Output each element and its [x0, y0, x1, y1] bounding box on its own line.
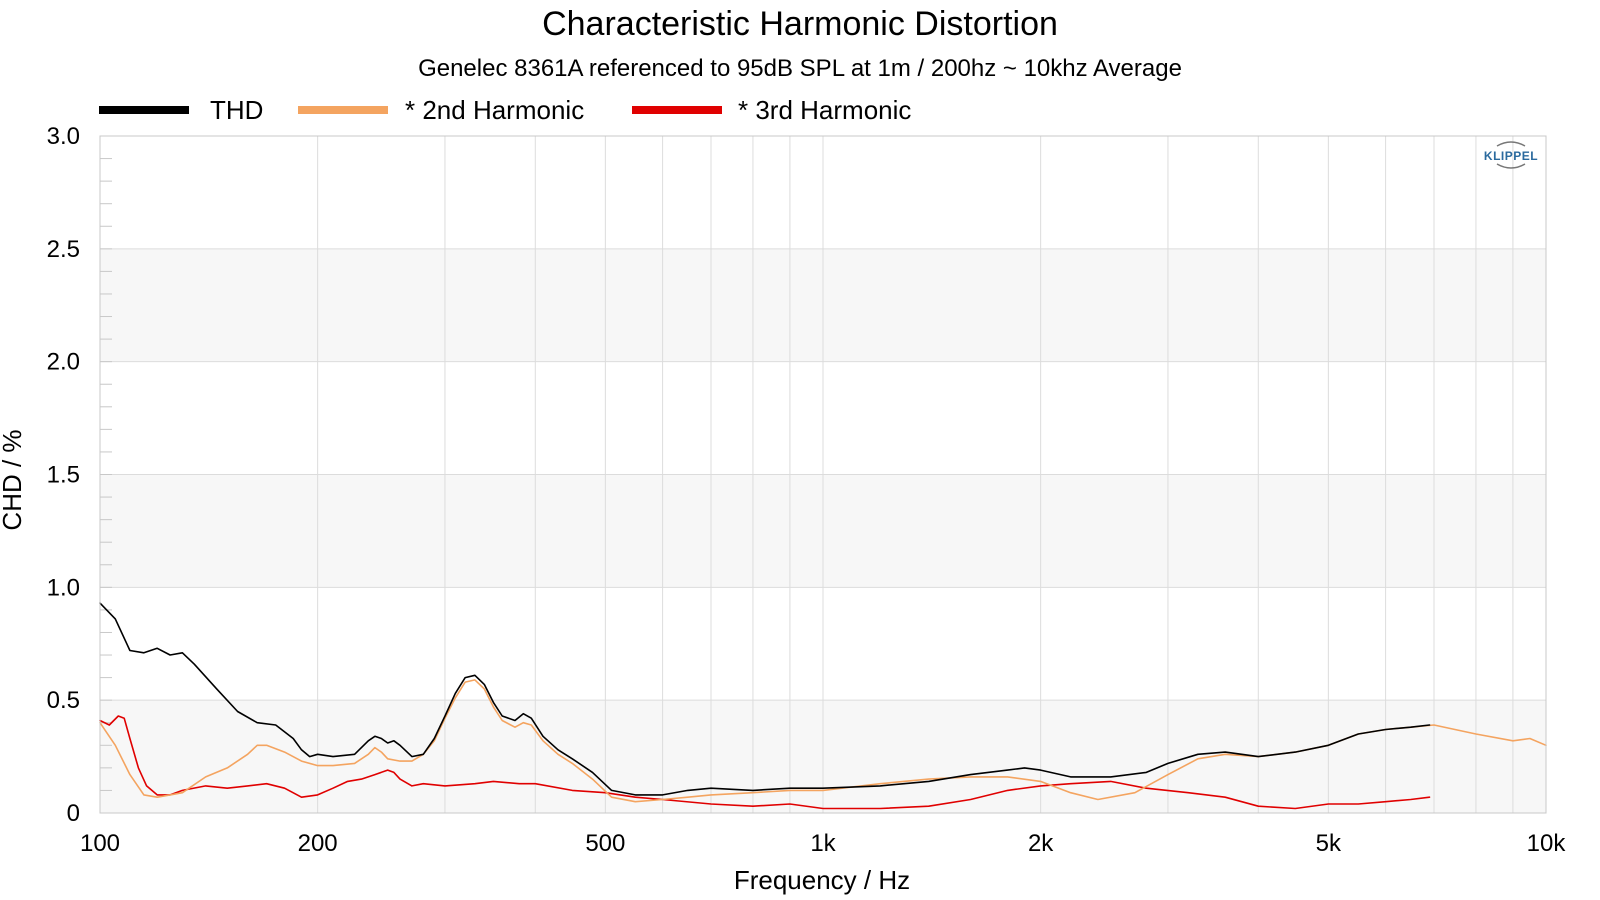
klippel-logo-text: KLIPPEL: [1484, 149, 1538, 163]
series-layer: [99, 602, 1547, 810]
series-thd-line: [99, 602, 1431, 796]
x-tick-label: 5k: [1316, 830, 1342, 857]
y-tick-label: 1.0: [47, 574, 80, 601]
chart-subtitle: Genelec 8361A referenced to 95dB SPL at …: [418, 55, 1182, 82]
x-tick-labels: 100 200 500 1k 2k 5k 10k: [80, 830, 1566, 857]
y-tick-label: 0.5: [47, 687, 80, 714]
y-tick-label: 3.0: [47, 123, 80, 150]
y-tick-label: 0: [67, 800, 80, 827]
x-tick-label: 1k: [810, 830, 836, 857]
x-tick-label: 10k: [1527, 830, 1567, 857]
legend-label-2nd-harmonic: * 2nd Harmonic: [405, 95, 584, 125]
legend-label-thd: THD: [210, 95, 263, 125]
klippel-logo-arc: [1496, 141, 1526, 147]
grid: [100, 136, 1546, 813]
legend: THD * 2nd Harmonic * 3rd Harmonic: [99, 95, 911, 125]
y-tick-label: 2.0: [47, 349, 80, 376]
x-tick-label: 2k: [1028, 830, 1054, 857]
chart-title: Characteristic Harmonic Distortion: [542, 5, 1058, 43]
y-tick-labels: 0 0.5 1.0 1.5 2.0 2.5 3.0: [47, 123, 80, 827]
x-axis-label: Frequency / Hz: [734, 865, 910, 895]
series-2nd-harmonic-line: [99, 679, 1547, 803]
y-axis-label: CHD / %: [0, 429, 27, 530]
x-tick-label: 200: [298, 830, 338, 857]
y-tick-label: 2.5: [47, 236, 80, 263]
legend-label-3rd-harmonic: * 3rd Harmonic: [738, 95, 911, 125]
klippel-logo-swoosh: [1496, 163, 1526, 169]
y-minor-ticks: [100, 158, 112, 791]
y-tick-label: 1.5: [47, 462, 80, 489]
klippel-logo: KLIPPEL: [1484, 141, 1538, 169]
x-tick-label: 500: [585, 830, 625, 857]
plot-frame: [99, 135, 1547, 814]
x-tick-label: 100: [80, 830, 120, 857]
